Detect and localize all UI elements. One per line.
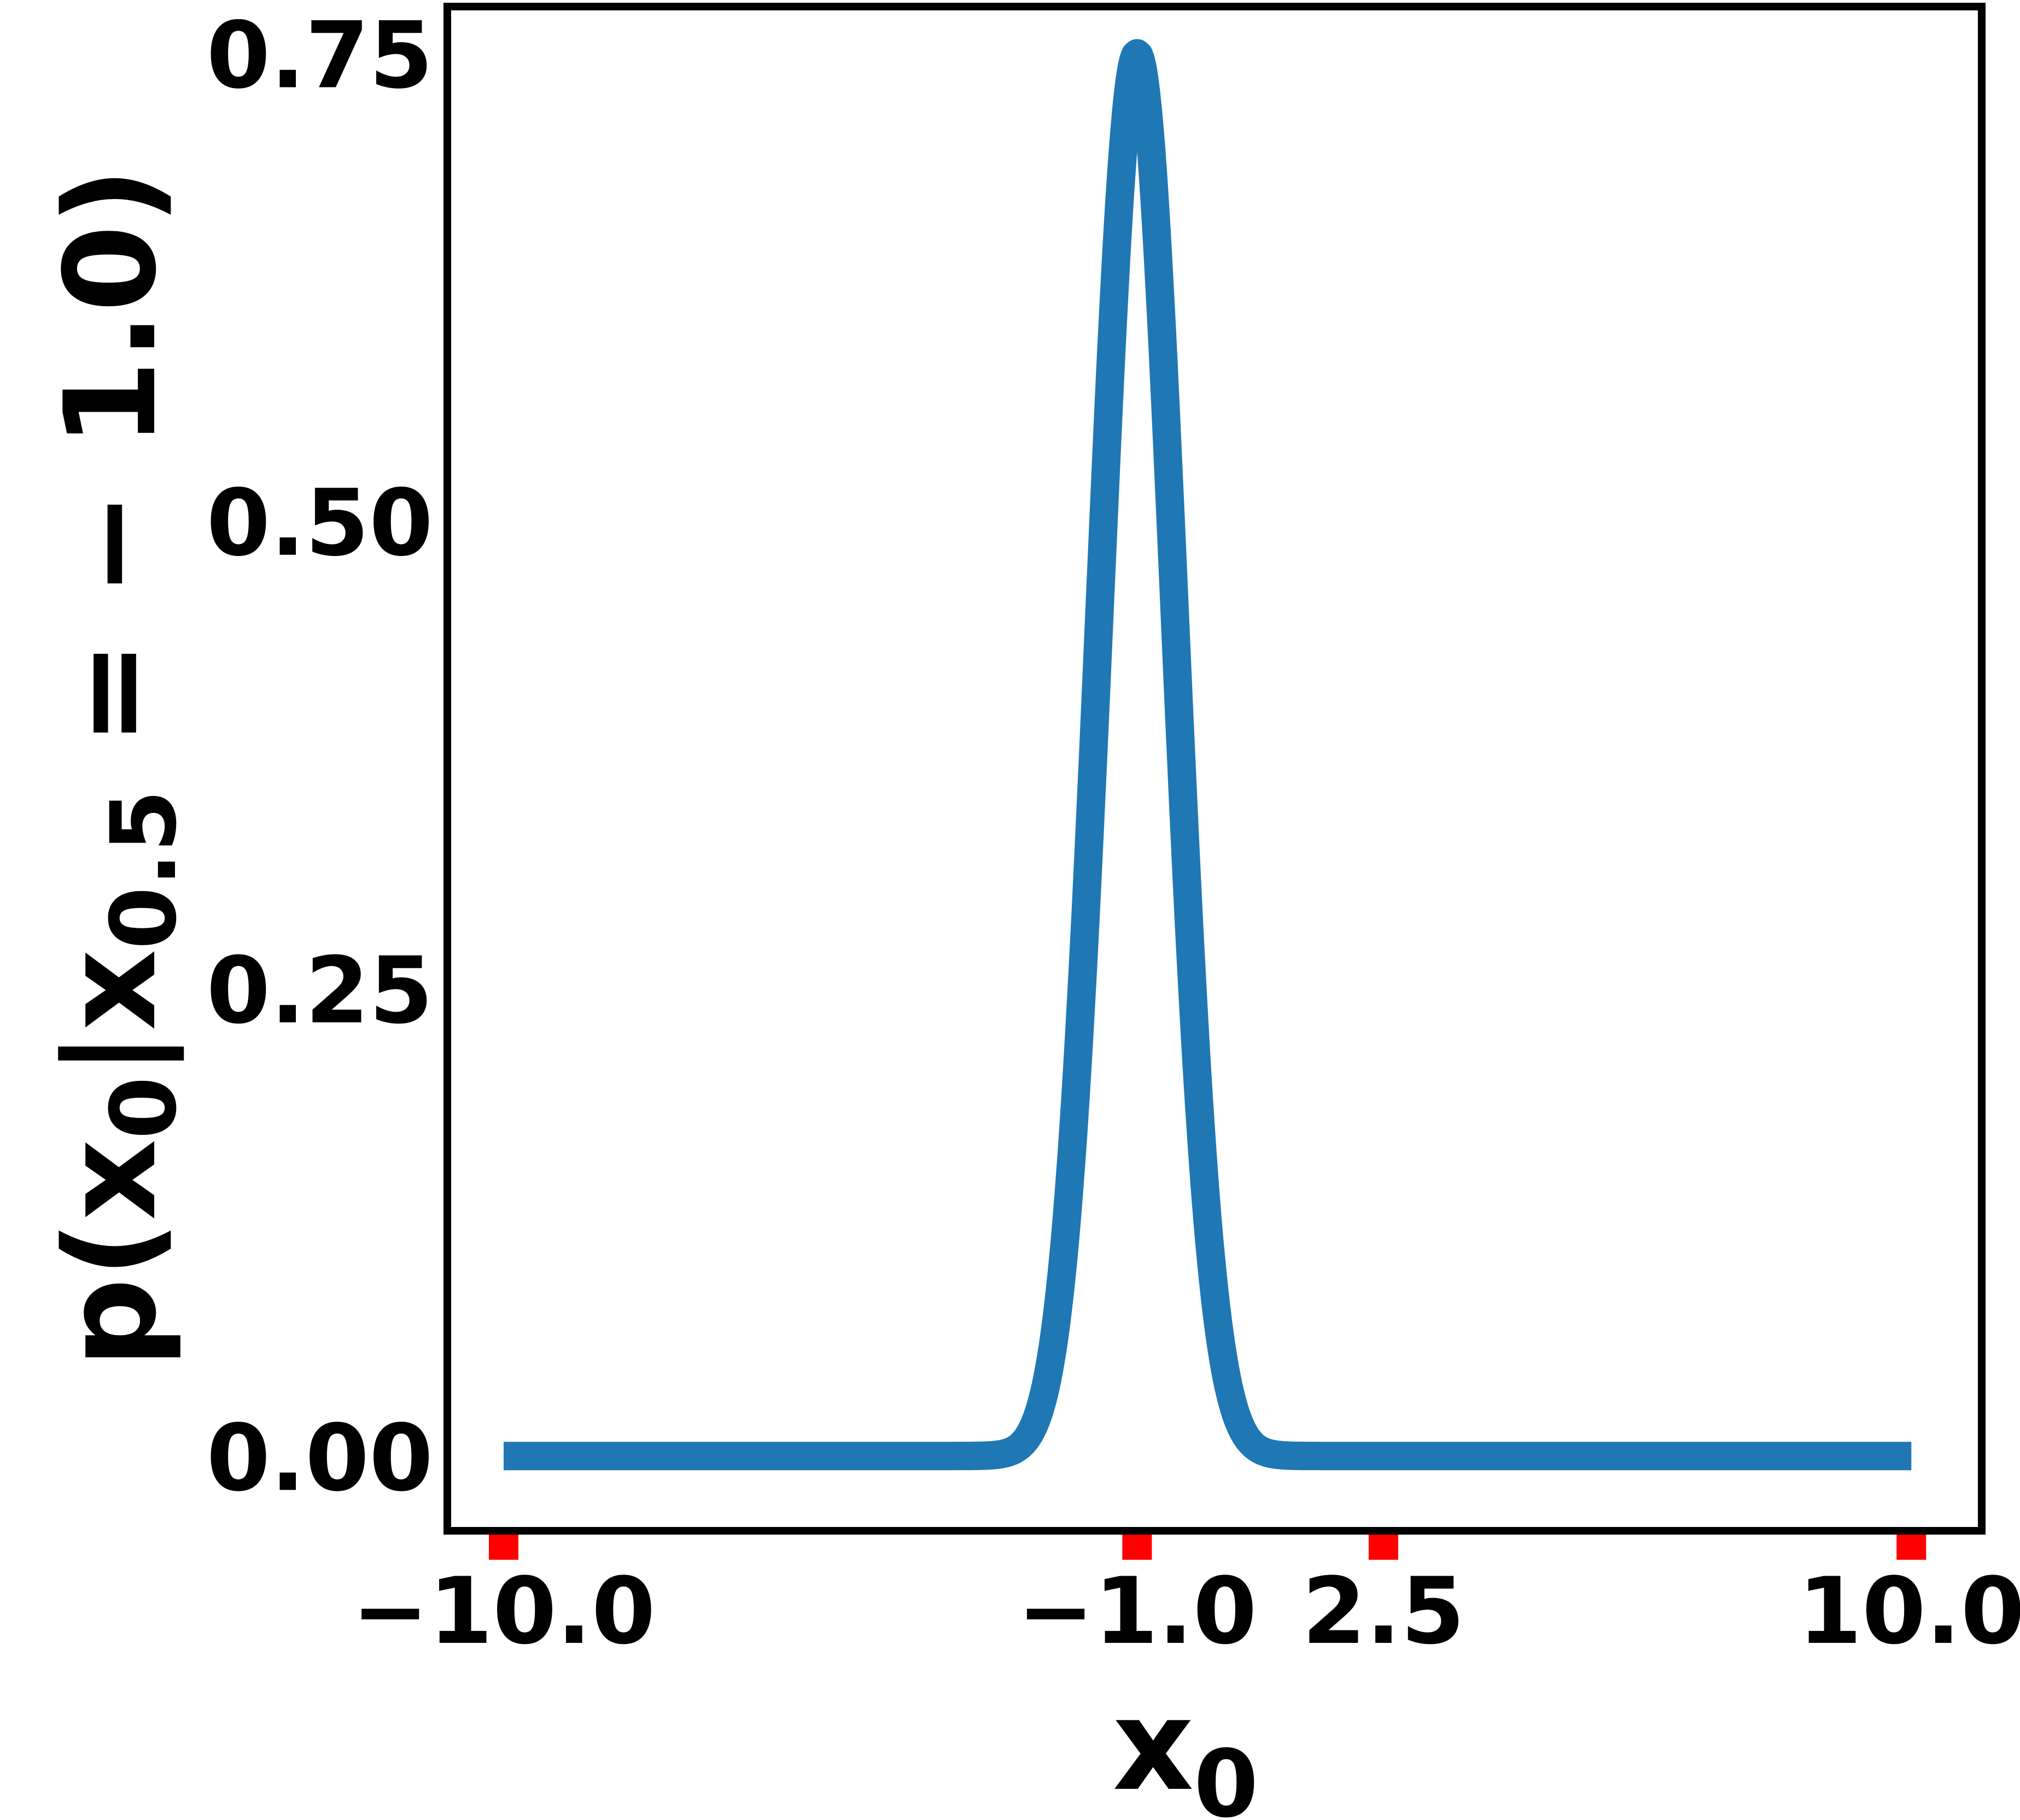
y-axis-title-mid: |x (38, 950, 184, 1076)
y-tick-label-1: 0.25 (206, 937, 433, 1044)
plot-area (443, 3, 1986, 1535)
y-tick-label-3: 0.75 (206, 2, 433, 109)
y-axis-title-sub1: 0.5 (91, 789, 196, 949)
y-axis-title: p(x0|x0.5 = − 1.0) (38, 167, 196, 1368)
x-tick-mark-2 (1368, 1535, 1398, 1560)
x-axis-title-sub: 0 (1194, 1730, 1258, 1820)
x-tick-mark-3 (1896, 1535, 1926, 1560)
x-tick-label-0: −10.0 (352, 1558, 655, 1665)
y-tick-label-2: 0.50 (206, 470, 433, 577)
x-tick-mark-1 (1122, 1535, 1152, 1560)
x-axis-title: x0 (1113, 1673, 1259, 1820)
density-line (491, 39, 1924, 1471)
y-axis-title-end: = − 1.0) (38, 167, 184, 789)
y-axis-title-p: p(x (38, 1139, 184, 1368)
x-tick-label-3: 10.0 (1798, 1558, 2020, 1665)
plot-frame (443, 3, 1986, 1535)
y-axis-ticks: 0.00 0.25 0.50 0.75 (206, 2, 433, 1512)
x-tick-label-1: −1.0 (1017, 1558, 1257, 1665)
x-axis-ticks: −10.0 −1.0 2.5 10.0 (352, 1535, 2020, 1665)
x-tick-label-2: 2.5 (1302, 1558, 1465, 1665)
y-tick-label-0: 0.00 (206, 1404, 433, 1512)
x-axis-title-main: x (1113, 1673, 1194, 1819)
y-axis-title-sub0: 0 (91, 1076, 196, 1139)
x-tick-mark-0 (489, 1535, 518, 1560)
